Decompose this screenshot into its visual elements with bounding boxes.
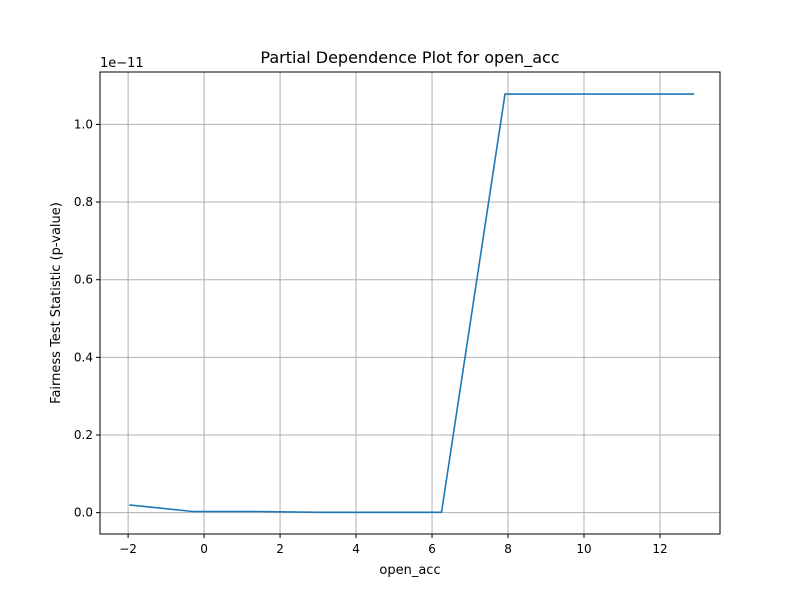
- series-layer: [129, 93, 695, 514]
- y-tick-label: 0.2: [74, 428, 93, 442]
- x-tick-label: 8: [504, 542, 512, 556]
- x-axis-label: open_acc: [379, 563, 440, 578]
- y-tick-label: 0.0: [74, 506, 93, 520]
- y-axis-label: Fairness Test Statistic (p-value): [49, 202, 64, 404]
- chart-title: Partial Dependence Plot for open_acc: [260, 48, 559, 68]
- plot-area-frame: [99, 71, 721, 535]
- grid-lines: [100, 72, 720, 534]
- y-axis-offset-label: 1e−11: [100, 56, 144, 71]
- x-tick-label: −2: [119, 542, 137, 556]
- y-tick-label: 0.8: [74, 195, 93, 209]
- x-tick-label: 12: [652, 542, 667, 556]
- x-tick-label: 10: [576, 542, 591, 556]
- x-tick-label: 2: [276, 542, 284, 556]
- x-tick-label: 0: [200, 542, 208, 556]
- y-tick-label: 0.4: [74, 350, 93, 364]
- series-line: [129, 93, 695, 514]
- x-tick-label: 4: [352, 542, 360, 556]
- y-tick-label: 1.0: [74, 117, 93, 131]
- x-tick-label: 6: [428, 542, 436, 556]
- ticks: −2 0 2 4 6 8 10 12 0.0 0.2 0.4 0.6 0.8 1.0: [74, 117, 668, 556]
- y-tick-label: 0.6: [74, 273, 93, 287]
